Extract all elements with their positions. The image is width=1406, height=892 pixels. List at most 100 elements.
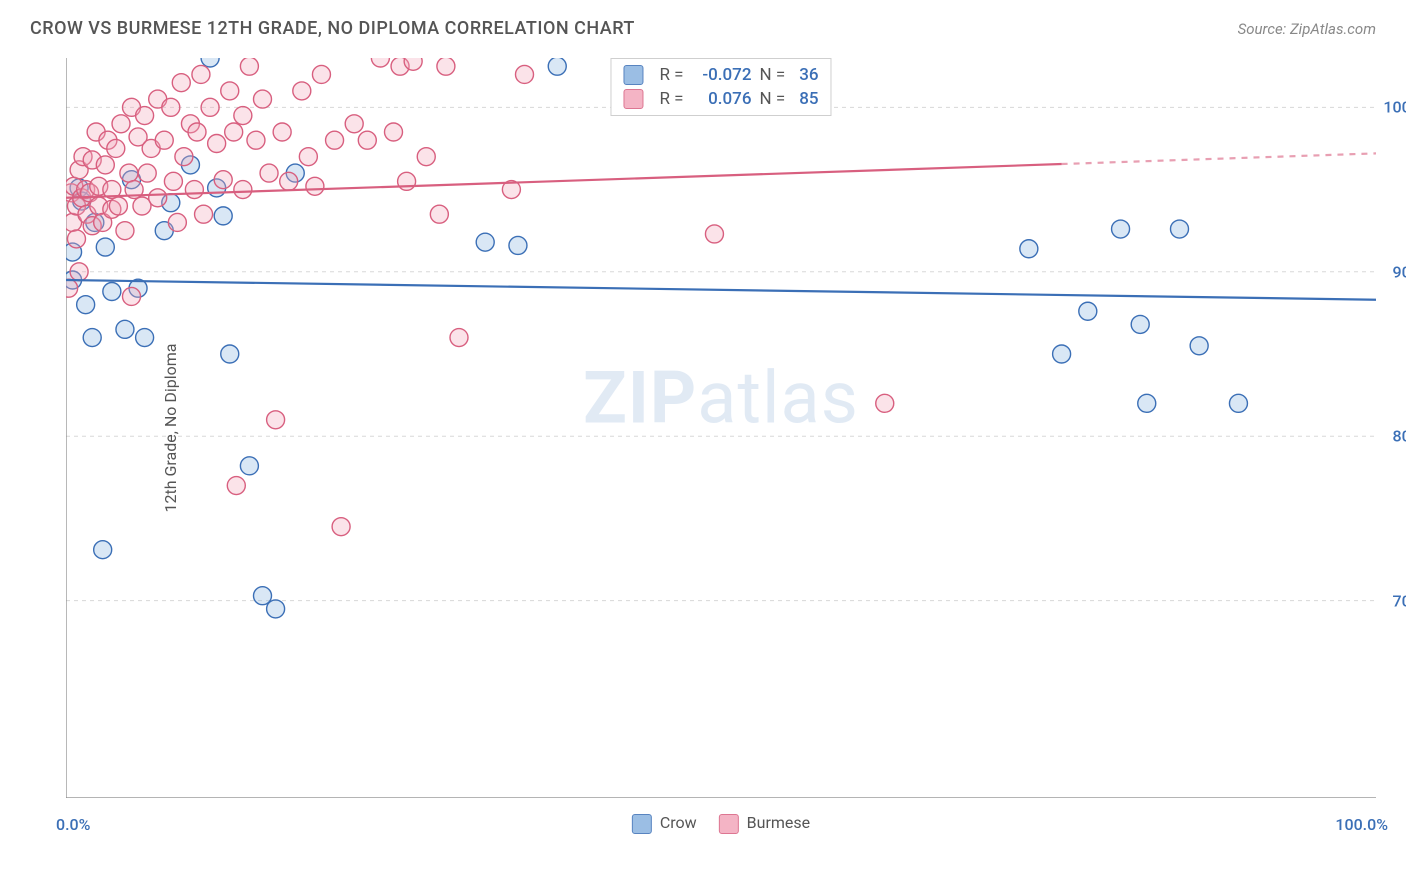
data-point [138, 164, 156, 182]
n-value: 85 [799, 89, 818, 109]
data-point [116, 320, 134, 338]
data-point [162, 98, 180, 116]
data-point [67, 230, 85, 248]
y-tick-label: 80.0% [1392, 427, 1406, 446]
r-label: R = [659, 65, 683, 85]
data-point [123, 287, 141, 305]
r-value: 0.076 [692, 89, 752, 109]
data-point [280, 172, 298, 190]
legend-swatch [623, 89, 643, 109]
data-point [155, 131, 173, 149]
data-point [267, 411, 285, 429]
data-point [437, 58, 455, 75]
legend-item: Crow [632, 813, 697, 834]
data-point [1131, 315, 1149, 333]
data-point [417, 148, 435, 166]
scatter-svg [66, 58, 1376, 798]
y-axis-label: 12th Grade, No Diploma [161, 344, 180, 513]
data-point [107, 139, 125, 157]
data-point [312, 65, 330, 83]
data-point [195, 205, 213, 223]
data-point [273, 123, 291, 141]
data-point [1079, 302, 1097, 320]
trend-line [66, 280, 1376, 300]
data-point [240, 58, 258, 75]
data-point [450, 329, 468, 347]
plot-area: ZIPatlas 12th Grade, No Diploma 70.0%80.… [66, 58, 1376, 798]
y-tick-label: 90.0% [1392, 262, 1406, 281]
legend-swatch [623, 65, 643, 85]
data-point [225, 123, 243, 141]
correlation-legend-row: R = 0.076 N = 85 [623, 87, 818, 111]
data-point [306, 177, 324, 195]
legend-swatch [719, 814, 739, 834]
n-label: N = [760, 65, 786, 85]
data-point [188, 123, 206, 141]
x-axis-min-label: 0.0% [56, 815, 90, 834]
r-label: R = [659, 89, 683, 109]
data-point [240, 457, 258, 475]
trend-line-extrapolated [1062, 153, 1376, 164]
data-point [149, 189, 167, 207]
data-point [116, 222, 134, 240]
data-point [234, 181, 252, 199]
data-point [299, 148, 317, 166]
data-point [83, 329, 101, 347]
data-point [260, 164, 278, 182]
data-point [254, 90, 272, 108]
data-point [705, 225, 723, 243]
data-point [103, 283, 121, 301]
data-point [172, 74, 190, 92]
y-tick-label: 70.0% [1392, 591, 1406, 610]
data-point [1229, 394, 1247, 412]
y-tick-label: 100.0% [1383, 98, 1406, 117]
data-point [293, 82, 311, 100]
data-point [221, 345, 239, 363]
data-point [509, 236, 527, 254]
data-point [214, 171, 232, 189]
data-point [164, 172, 182, 190]
data-point [1020, 240, 1038, 258]
data-point [120, 164, 138, 182]
legend-item: Burmese [719, 813, 810, 834]
data-point [247, 131, 265, 149]
source-attribution: Source: ZipAtlas.com [1238, 20, 1376, 38]
data-point [345, 115, 363, 133]
data-point [385, 123, 403, 141]
data-point [168, 213, 186, 231]
n-label: N = [760, 89, 786, 109]
data-point [1112, 220, 1130, 238]
data-point [201, 98, 219, 116]
data-point [175, 148, 193, 166]
data-point [1138, 394, 1156, 412]
data-point [876, 394, 894, 412]
chart-title: CROW VS BURMESE 12TH GRADE, NO DIPLOMA C… [30, 18, 635, 39]
data-point [1190, 337, 1208, 355]
data-point [208, 135, 226, 153]
correlation-legend: R = -0.072 N = 36 R = 0.076 N = 85 [610, 58, 831, 116]
data-point [1171, 220, 1189, 238]
data-point [109, 197, 127, 215]
data-point [70, 263, 88, 281]
data-point [404, 58, 422, 70]
data-point [136, 329, 154, 347]
data-point [267, 600, 285, 618]
data-point [136, 107, 154, 125]
data-point [398, 172, 416, 190]
data-point [96, 238, 114, 256]
data-point [234, 107, 252, 125]
correlation-legend-row: R = -0.072 N = 36 [623, 63, 818, 87]
n-value: 36 [799, 65, 818, 85]
data-point [66, 279, 78, 297]
data-point [214, 207, 232, 225]
data-point [185, 181, 203, 199]
data-point [476, 233, 494, 251]
legend-swatch [632, 814, 652, 834]
series-legend: Crow Burmese [632, 813, 810, 834]
data-point [430, 205, 448, 223]
data-point [516, 65, 534, 83]
data-point [1053, 345, 1071, 363]
chart-header: CROW VS BURMESE 12TH GRADE, NO DIPLOMA C… [0, 0, 1406, 49]
r-value: -0.072 [692, 65, 752, 85]
data-point [326, 131, 344, 149]
